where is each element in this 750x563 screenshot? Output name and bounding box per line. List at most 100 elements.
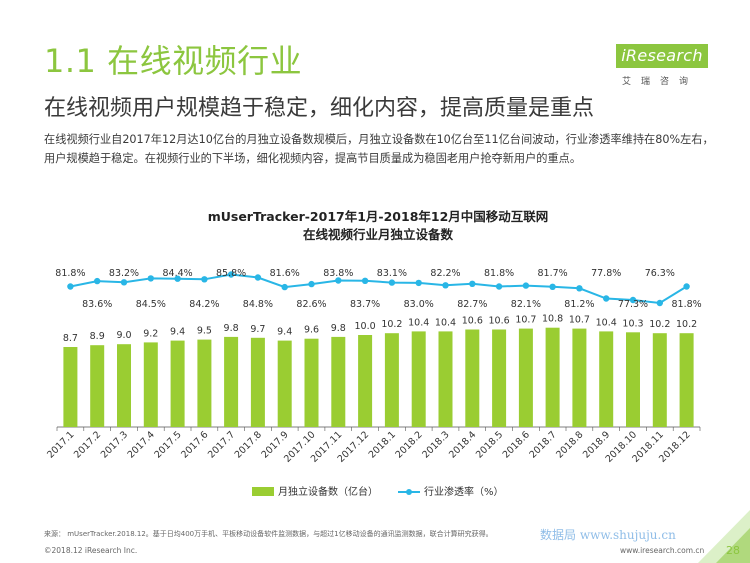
- bar-2017.9: [277, 340, 292, 427]
- bar-2018.4: [465, 329, 480, 427]
- x-tick-label: 2018.5: [474, 429, 505, 460]
- bar-value-label: 8.9: [90, 331, 105, 342]
- chart-title-line2: 在线视频行业月独立设备数: [303, 227, 454, 242]
- line-value-label: 81.8%: [672, 299, 702, 310]
- line-point-2017.11: [335, 277, 342, 284]
- bar-value-label: 9.6: [304, 325, 319, 336]
- bar-value-label: 10.7: [515, 315, 536, 326]
- x-tick-label: 2018.7: [527, 429, 558, 460]
- bar-2018.2: [411, 331, 426, 427]
- line-value-label: 85.8%: [216, 268, 246, 279]
- line-value-label: 82.2%: [430, 268, 460, 279]
- bar-value-label: 9.8: [331, 323, 346, 334]
- footer-url: www.iresearch.com.cn: [620, 546, 705, 555]
- bar-value-label: 8.7: [63, 333, 78, 344]
- x-tick-label: 2018.8: [554, 429, 585, 460]
- bar-2017.2: [90, 345, 105, 427]
- line-layer: 81.8% 83.6% 83.2% 84.5% 84.4% 84.2% 85.8% 84.8%…: [55, 268, 701, 310]
- bar-2017.8: [250, 337, 265, 427]
- line-point-2017.8: [254, 274, 262, 281]
- page-number: 28: [726, 544, 740, 557]
- bar-2017.6: [197, 339, 212, 427]
- x-tick-label: 2017.7: [206, 429, 237, 460]
- bar-2018.12: [679, 333, 694, 427]
- x-tick-label: 2017.1: [45, 429, 76, 460]
- legend-line-label: 行业渗透率（%）: [424, 485, 504, 498]
- line-value-label: 83.2%: [109, 268, 139, 279]
- line-value-label: 82.6%: [296, 299, 326, 310]
- line-point-2018.9: [603, 295, 610, 302]
- bar-value-label: 9.2: [143, 328, 158, 339]
- bar-value-label: 10.4: [408, 317, 429, 328]
- x-tick-label: 2017.5: [152, 429, 183, 460]
- logo-subtext: 艾瑞咨询: [622, 77, 699, 87]
- line-value-label: 83.7%: [350, 299, 380, 310]
- bar-2017.11: [331, 336, 346, 427]
- bar-2017.4: [143, 342, 158, 427]
- line-point-2018.6: [522, 282, 530, 289]
- bar-value-label: 10.7: [569, 315, 590, 326]
- page-title: 1.1 在线视频行业: [44, 42, 303, 80]
- bar-2018.10: [626, 332, 640, 427]
- line-point-2018.2: [415, 279, 422, 287]
- bar-2018.11: [652, 333, 667, 427]
- line-point-2018.7: [549, 283, 556, 290]
- line-point-2017.1: [67, 283, 74, 290]
- bar-2017.5: [170, 340, 185, 427]
- line-value-label: 81.2%: [564, 299, 594, 310]
- line-value-label: 77.8%: [591, 268, 621, 279]
- bar-2018.3: [438, 331, 453, 427]
- iresearch-logo: iResearch 艾瑞咨询: [612, 44, 708, 87]
- bar-value-label: 9.4: [170, 327, 185, 338]
- legend-bar-label: 月独立设备数（亿台）: [278, 485, 378, 498]
- bar-2018.6: [518, 328, 533, 427]
- line-point-2018.8: [576, 285, 583, 292]
- legend-line-marker: [406, 489, 412, 495]
- bar-value-label: 10.6: [462, 316, 483, 327]
- x-tick-label: 2017.8: [233, 429, 264, 460]
- line-value-label: 84.4%: [163, 268, 193, 279]
- line-value-label: 82.1%: [511, 299, 541, 310]
- bar-2018.7: [545, 327, 560, 427]
- x-tick-label: 2018.1: [367, 429, 398, 460]
- x-tick-label: 2018.4: [447, 429, 478, 460]
- line-value-label: 81.7%: [538, 268, 568, 279]
- bar-2017.12: [358, 335, 373, 427]
- chart-title-line1: mUserTracker-2017年1月-2018年12月中国移动互联网: [208, 209, 549, 224]
- footer-source: 来源： mUserTracker.2018.12。基于日均400万手机、平板移动…: [44, 530, 493, 538]
- penetration-line: [70, 273, 688, 305]
- line-value-label: 81.8%: [484, 268, 514, 279]
- line-point-2018.3: [442, 282, 449, 289]
- line-point-2018.5: [495, 283, 503, 290]
- line-value-label: 81.8%: [55, 268, 85, 279]
- bar-value-label: 10.2: [381, 319, 402, 330]
- bar-value-label: 10.8: [542, 314, 563, 325]
- x-tick-label: 2017.3: [99, 429, 130, 460]
- line-value-label: 77.3%: [618, 299, 648, 310]
- bar-value-label: 10.3: [622, 318, 643, 329]
- line-point-2018.4: [469, 280, 476, 287]
- line-point-2017.12: [361, 277, 369, 284]
- line-value-label: 83.0%: [404, 299, 434, 310]
- line-value-label: 83.8%: [323, 268, 353, 279]
- line-value-label: 82.7%: [457, 299, 487, 310]
- line-value-label: 84.2%: [189, 299, 219, 310]
- corner-decoration: [698, 510, 750, 563]
- bar-value-label: 10.6: [489, 316, 510, 327]
- footer-copyright: ©2018.12 iResearch Inc.: [44, 546, 138, 555]
- line-point-2017.10: [308, 280, 315, 288]
- line-point-2017.7: [227, 271, 235, 278]
- bar-value-label: 10.0: [355, 321, 376, 332]
- legend: 月独立设备数（亿台） 行业渗透率（%）: [252, 485, 504, 498]
- line-value-label: 84.5%: [136, 299, 166, 310]
- line-value-label: 81.6%: [270, 268, 300, 279]
- bars-layer: 8.7 2017.1 8.9 2017.2 9.0 2017.3 9.2 2017.4 9.4 2…: [45, 314, 701, 465]
- line-point-2017.6: [201, 276, 208, 283]
- bar-2018.1: [384, 333, 399, 427]
- line-value-label: 83.1%: [377, 268, 407, 279]
- line-point-2017.3: [120, 279, 128, 286]
- bar-2018.8: [572, 328, 587, 427]
- line-point-2018.12: [683, 283, 690, 290]
- x-tick-label: 2017.2: [72, 429, 103, 460]
- bar-value-label: 10.4: [435, 317, 456, 328]
